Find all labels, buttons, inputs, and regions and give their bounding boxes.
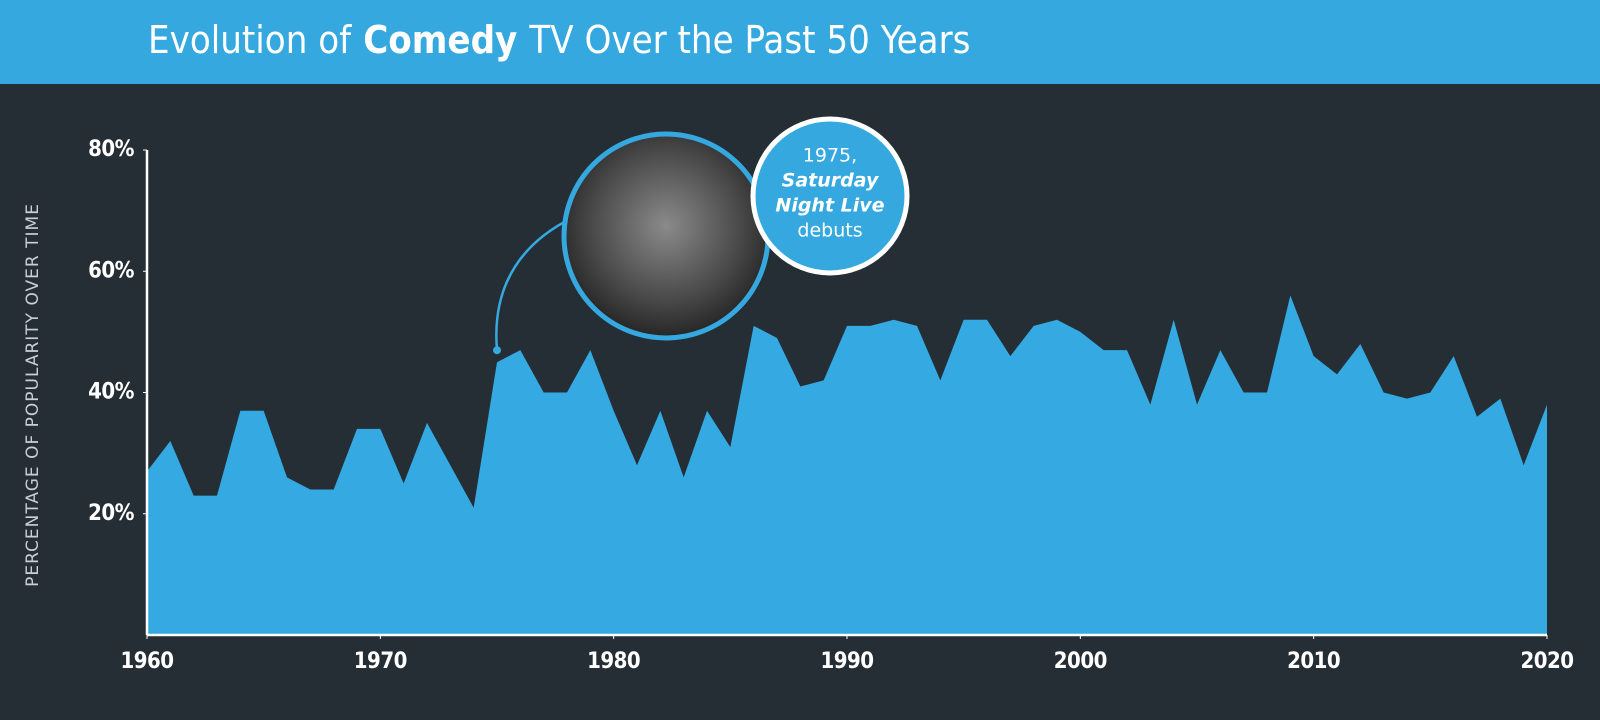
area xyxy=(147,295,1547,635)
x-tick-label: 1980 xyxy=(587,649,640,674)
annotation-text: debuts xyxy=(797,220,862,242)
plot-area: 20% 40% 60% 80% 1960 1970 1980 1990 2000 2010 2020… xyxy=(88,116,1574,674)
y-axis-label: PERCENTAGE OF POPULARITY OVER TIME xyxy=(23,203,43,587)
x-tick-label: 2010 xyxy=(1287,649,1340,674)
y-tick-label: 80% xyxy=(88,137,135,162)
x-tick-label: 2020 xyxy=(1520,649,1573,674)
header-bar xyxy=(0,0,1600,84)
annotation-bubble xyxy=(750,116,910,276)
y-tick-label: 60% xyxy=(88,258,135,283)
title-part: Evolution of xyxy=(148,18,352,62)
annotation-text: 1975, xyxy=(803,145,857,167)
annotation-text: Night Live xyxy=(775,195,884,217)
annotation-text: Saturday xyxy=(782,170,880,192)
title-emphasis: Comedy xyxy=(363,18,517,62)
y-tick-label: 40% xyxy=(88,380,135,405)
y-tick-label: 20% xyxy=(88,501,135,526)
photo xyxy=(561,131,771,341)
title-part: TV Over the Past 50 Years xyxy=(528,18,970,62)
x-tick-label: 1960 xyxy=(120,649,173,674)
x-tick-label: 1990 xyxy=(820,649,873,674)
x-tick-label: 1970 xyxy=(354,649,407,674)
title: Evolution of Comedy TV Over the Past 50 Ye… xyxy=(148,18,970,62)
x-tick-label: 2000 xyxy=(1054,649,1107,674)
annotation-leader xyxy=(495,216,573,351)
